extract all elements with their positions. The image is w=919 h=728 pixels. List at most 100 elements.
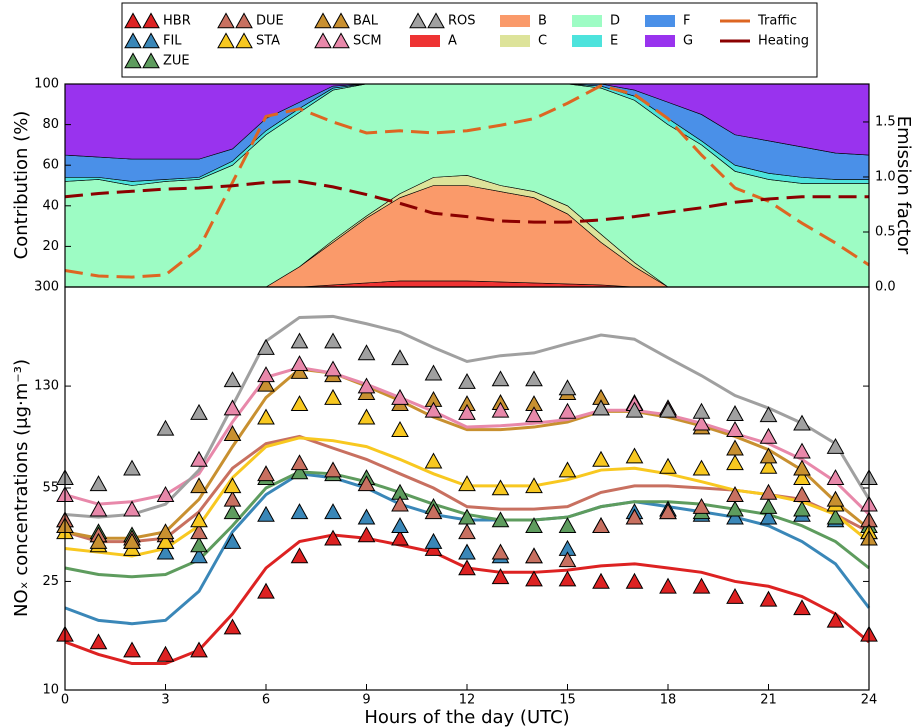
marker [391,421,409,437]
marker [424,532,443,549]
y-tick-label: 130 [34,379,59,394]
marker [324,503,342,520]
marker [759,427,778,444]
marker [692,577,711,594]
marker [726,508,744,525]
legend-marker [235,32,253,49]
marker [257,408,275,425]
marker [123,532,141,549]
plot-frame [64,286,870,691]
y-tick-label: 40 [42,198,59,213]
marker [357,475,376,492]
marker [793,599,811,616]
x-tick-label: 15 [559,693,576,708]
y-tick-label: 10 [42,683,59,698]
marker [726,500,744,517]
marker [592,450,610,467]
marker [726,587,744,604]
legend-label: C [538,34,547,49]
marker [491,568,510,585]
marker [525,370,543,387]
marker [424,503,443,520]
marker [726,421,744,437]
marker [391,495,409,512]
marker [424,364,443,381]
marker [793,469,811,485]
marker [223,371,242,388]
marker [89,633,108,650]
marker [357,526,376,543]
line [64,84,870,279]
legend-patch [410,35,440,47]
marker [793,486,811,502]
marker [357,508,376,525]
marker [692,402,711,419]
y-tick-label: 20 [42,239,59,254]
marker [726,405,744,421]
marker [625,508,644,525]
legend-patch [572,15,602,27]
legend-marker [217,32,235,49]
marker [592,517,610,534]
marker [525,406,543,423]
marker [659,577,677,594]
legend-label: HBR [163,14,191,29]
marker [759,483,778,500]
marker [391,529,409,546]
marker [223,618,242,635]
marker [458,543,476,560]
marker [324,529,342,546]
marker [290,547,309,564]
legend-marker [142,32,160,49]
legend-label: D [610,14,620,29]
legend-marker [217,12,235,29]
legend-label: ZUE [163,54,190,69]
x-tick-label: 0 [61,693,69,708]
x-tick-label: 12 [459,693,476,708]
marker [424,401,443,418]
marker [391,349,409,366]
legend-patch [500,15,530,27]
legend-marker [124,12,142,29]
marker [190,511,208,528]
marker [491,370,510,387]
marker [324,461,342,478]
legend-marker [427,12,445,29]
marker [625,572,644,589]
y-tick-label: 100 [34,77,59,92]
legend-label: DUE [256,14,284,29]
marker [826,490,845,507]
legend-label: F [683,14,690,29]
marker [793,459,811,476]
legend-label: Traffic [757,14,797,29]
y-axis-label: NOₓ concentrations (μg·m⁻³) [11,359,32,617]
marker [692,414,711,431]
legend-label: B [538,14,547,29]
marker [759,447,778,464]
marker [458,523,476,540]
y-tick-label: 55 [42,481,59,496]
marker [89,500,108,517]
marker [290,503,309,520]
marker [290,332,309,349]
line [64,314,871,519]
marker [692,459,711,476]
legend-marker [332,32,350,49]
marker [759,457,778,474]
marker [826,469,845,485]
marker [659,457,677,474]
marker [190,477,208,494]
legend-patch [500,35,530,47]
legend-label: BAL [353,14,379,29]
marker [223,532,242,549]
marker [290,355,309,372]
legend-marker [124,52,142,69]
marker [525,570,543,587]
marker [290,362,309,379]
y2-tick-label: 1.5 [875,114,896,129]
marker [558,551,577,568]
marker [625,401,644,418]
marker [324,388,342,405]
marker [793,414,811,431]
marker [558,517,577,534]
